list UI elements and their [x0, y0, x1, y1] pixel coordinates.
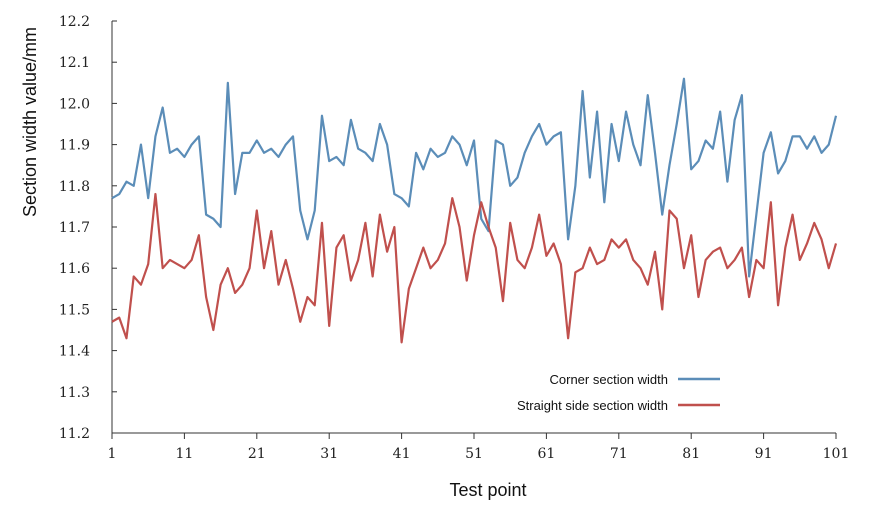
legend-label-straight: Straight side section width — [517, 398, 668, 413]
series-line-straight — [111, 192, 838, 344]
x-tick-label: 41 — [393, 446, 411, 462]
y-tick-label: 11.2 — [59, 426, 90, 442]
x-tick-label: 51 — [465, 446, 483, 462]
x-tick-label: 61 — [537, 446, 555, 462]
x-tick-label: 101 — [823, 446, 850, 462]
y-tick-label: 12.1 — [59, 55, 90, 71]
x-tick-label: 71 — [610, 446, 628, 462]
y-tick-label: 11.9 — [59, 138, 90, 154]
y-tick-label: 11.3 — [59, 385, 90, 401]
series-layer — [111, 77, 838, 344]
x-tick-label: 21 — [248, 446, 266, 462]
y-tick-label: 12.2 — [59, 14, 90, 30]
x-tick-label: 1 — [108, 446, 117, 462]
y-tick-label: 11.7 — [59, 220, 90, 236]
y-tick-label: 12.0 — [59, 96, 90, 112]
x-tick-label: 91 — [755, 446, 773, 462]
series-line-corner — [111, 77, 838, 278]
x-axis-title: Test point — [449, 480, 526, 500]
y-tick-label: 11.4 — [59, 344, 90, 360]
legend: Corner section width Straight side secti… — [517, 372, 720, 413]
x-tick-label: 11 — [175, 446, 193, 462]
y-tick-label: 11.5 — [59, 302, 90, 318]
y-axis-title: Section width value/mm — [20, 27, 40, 217]
y-tick-label: 11.8 — [59, 179, 90, 195]
legend-label-corner: Corner section width — [550, 372, 669, 387]
x-tick-label: 31 — [320, 446, 338, 462]
x-tick-label: 81 — [682, 446, 700, 462]
x-tick-group: 1 11 21 31 41 51 61 71 81 91 101 — [108, 433, 850, 462]
y-tick-label: 11.6 — [59, 261, 90, 277]
y-tick-group: 11.2 11.3 11.4 11.5 11.6 11.7 11.8 11.9 12.0 12.1… — [59, 14, 117, 442]
